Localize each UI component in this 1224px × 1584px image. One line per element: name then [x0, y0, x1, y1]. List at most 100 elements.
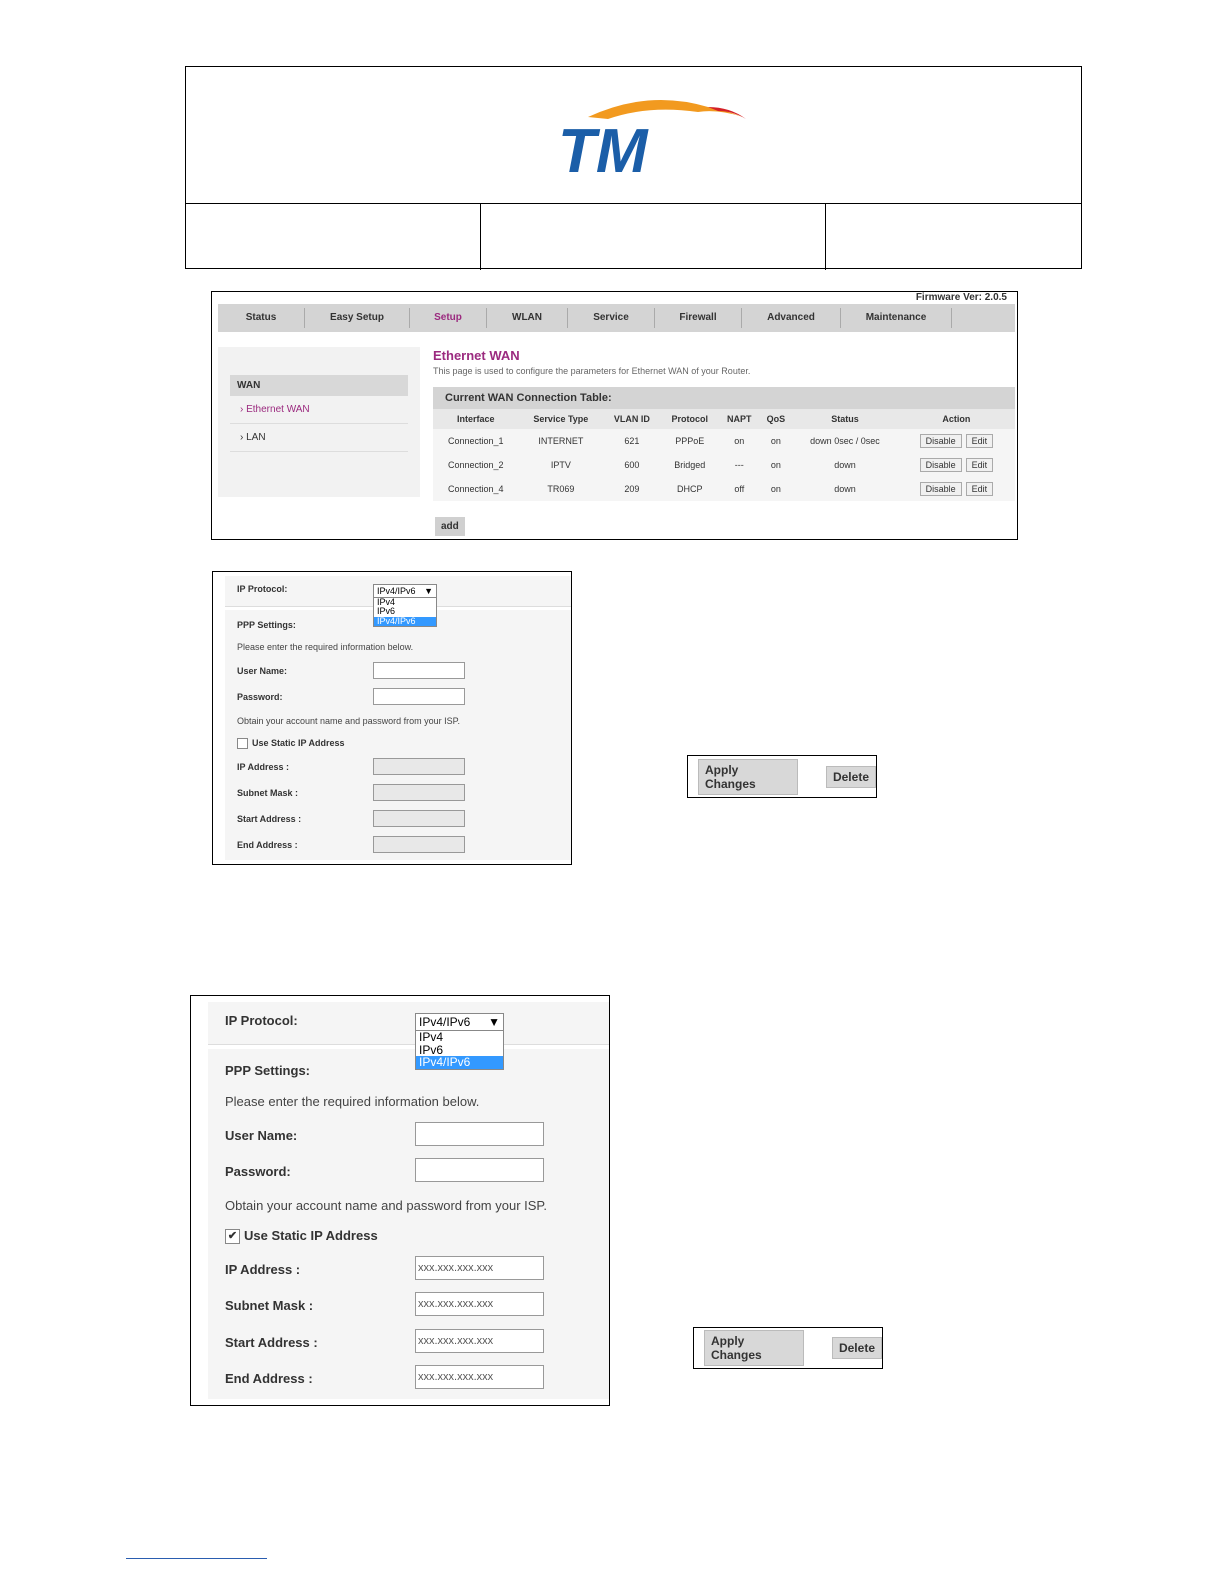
static-ip-label: ✔ Use Static IP Address: [225, 1228, 378, 1245]
ip-protocol-option[interactable]: IPv4: [419, 1030, 444, 1044]
ppp-form-large: IP Protocol: PPP Settings: Please enter th…: [190, 995, 610, 1406]
end-address-input[interactable]: [373, 836, 465, 853]
start-address-input[interactable]: [373, 810, 465, 827]
table-row: Connection_2 IPTV 600 Bridged --- on down Disab…: [433, 453, 1015, 477]
table-title: Current WAN Connection Table:: [433, 387, 1015, 409]
ip-protocol-option[interactable]: IPv4/IPv6: [374, 616, 436, 627]
delete-button[interactable]: Delete: [825, 765, 876, 788]
nav-service[interactable]: Service: [568, 308, 655, 328]
password-input[interactable]: [415, 1158, 544, 1182]
table-cell: DHCP: [676, 484, 703, 494]
column-header: Interface: [433, 409, 519, 429]
sidebar-item-lan[interactable]: › LAN: [230, 424, 408, 452]
subnet-mask-label: Subnet Mask :: [225, 1298, 314, 1313]
table-cell: ---: [734, 460, 744, 470]
ip-protocol-label: IP Protocol:: [237, 584, 288, 594]
start-address-input[interactable]: xxx.xxx.xxx.xxx: [415, 1329, 544, 1353]
nav-advanced[interactable]: Advanced: [742, 308, 841, 328]
column-header: Protocol: [660, 409, 719, 429]
ppp-settings-label: PPP Settings:: [225, 1063, 311, 1078]
static-ip-label: Use Static IP Address: [237, 738, 345, 750]
table-cell: off: [734, 484, 745, 494]
table-cell: TR069: [547, 484, 575, 494]
nav-firewall[interactable]: Firewall: [655, 308, 742, 328]
column-header: Action: [897, 409, 1015, 429]
table-cell: Bridged: [674, 460, 706, 470]
static-ip-text: Use Static IP Address: [252, 738, 345, 748]
page-description: This page is used to configure the param…: [433, 366, 751, 376]
subnet-mask-input[interactable]: xxx.xxx.xxx.xxx: [415, 1292, 544, 1316]
sidebar-section-wan: WAN: [230, 375, 408, 396]
ip-protocol-option[interactable]: IPv6: [377, 606, 396, 617]
table-cell: Connection_2: [448, 460, 504, 470]
chevron-down-icon: ▼: [488, 1015, 500, 1029]
firmware-version: Firmware Ver: 2.0.5: [915, 292, 1007, 303]
chevron-down-icon: ▼: [424, 586, 433, 596]
password-label: Password:: [237, 692, 283, 702]
nav-wlan[interactable]: WLAN: [487, 308, 568, 328]
add-button[interactable]: add: [435, 517, 465, 536]
action-cell: Disable Edit: [898, 429, 1015, 453]
end-address-input[interactable]: xxx.xxx.xxx.xxx: [415, 1365, 544, 1389]
user-name-input[interactable]: [415, 1122, 544, 1146]
nav-easy-setup[interactable]: Easy Setup: [305, 308, 410, 328]
sidebar-item-label: Ethernet WAN: [246, 404, 310, 415]
ip-protocol-option[interactable]: IPv4: [377, 597, 396, 607]
subnet-mask-input[interactable]: [373, 784, 465, 801]
table-cell: on: [770, 460, 781, 470]
disable-button[interactable]: Disable: [919, 434, 962, 448]
tm-logo: TM: [558, 99, 746, 177]
apply-changes-button[interactable]: Apply Changes: [704, 1330, 804, 1366]
apply-changes-button[interactable]: Apply Changes: [698, 758, 798, 795]
ip-protocol-option[interactable]: IPv4/IPv6: [416, 1056, 503, 1069]
table-cell: IPTV: [550, 460, 571, 470]
logo-cell: TM: [186, 67, 1081, 204]
delete-button[interactable]: Delete: [831, 1337, 882, 1359]
user-name-label: User Name:: [237, 666, 288, 676]
table-cell: 621: [624, 436, 640, 446]
ip-protocol-value: IPv4/IPv6: [419, 1015, 471, 1029]
sidebar-item-ethernet-wan[interactable]: › Ethernet WAN: [230, 396, 408, 424]
edit-button[interactable]: Edit: [965, 482, 994, 496]
nav-setup[interactable]: Setup: [410, 308, 487, 328]
disable-button[interactable]: Disable: [919, 482, 962, 496]
static-ip-checkbox[interactable]: [237, 738, 248, 750]
header-table: TM: [185, 66, 1082, 270]
table-cell: down: [834, 484, 856, 494]
table-cell: INTERNET: [538, 436, 584, 446]
column-header: Status: [792, 409, 898, 429]
table-row: Connection_1 INTERNET 621 PPPoE on on down 0se…: [433, 429, 1015, 453]
table-cell: 209: [624, 484, 640, 494]
ip-protocol-select[interactable]: IPv4/IPv6 ▼ IPv4 IPv6 IPv4/IPv6: [415, 1013, 504, 1070]
ip-address-input[interactable]: xxx.xxx.xxx.xxx: [415, 1256, 544, 1280]
ip-address-input[interactable]: [373, 758, 465, 775]
end-address-label: End Address :: [225, 1371, 313, 1386]
column-header: VLAN ID: [603, 409, 661, 429]
table-cell: on: [770, 484, 781, 494]
ip-protocol-option[interactable]: IPv6: [419, 1042, 444, 1057]
sidebar: WAN › Ethernet WAN › LAN: [218, 347, 420, 497]
disable-button[interactable]: Disable: [919, 458, 962, 472]
start-address-label: Start Address :: [237, 814, 302, 824]
end-address-label: End Address :: [237, 840, 298, 850]
user-name-input[interactable]: [373, 662, 465, 679]
router-screenshot: Firmware Ver: 2.0.5 Status Easy Setup Se…: [211, 291, 1018, 540]
nav-status[interactable]: Status: [218, 308, 305, 328]
edit-button[interactable]: Edit: [965, 458, 994, 472]
sidebar-item-label: LAN: [246, 432, 266, 443]
static-ip-checkbox[interactable]: ✔: [225, 1229, 240, 1245]
action-box-small: Apply Changes Delete: [687, 755, 877, 798]
table-cell: PPPoE: [675, 436, 705, 446]
ppp-hint: Please enter the required information be…: [225, 1094, 480, 1109]
nav-maintenance[interactable]: Maintenance: [841, 308, 952, 328]
ppp-form-small: IP Protocol: PPP Settings: Please enter th…: [212, 571, 572, 865]
svg-text:TM: TM: [558, 117, 649, 177]
table-cell: on: [734, 436, 745, 446]
password-input[interactable]: [373, 688, 465, 705]
ip-protocol-select[interactable]: IPv4/IPv6 ▼ IPv4 IPv6 IPv4/IPv6: [373, 584, 437, 628]
table-cell: 600: [624, 460, 640, 470]
action-cell: Disable Edit: [898, 477, 1015, 501]
edit-button[interactable]: Edit: [965, 434, 994, 448]
start-address-label: Start Address :: [225, 1335, 318, 1350]
